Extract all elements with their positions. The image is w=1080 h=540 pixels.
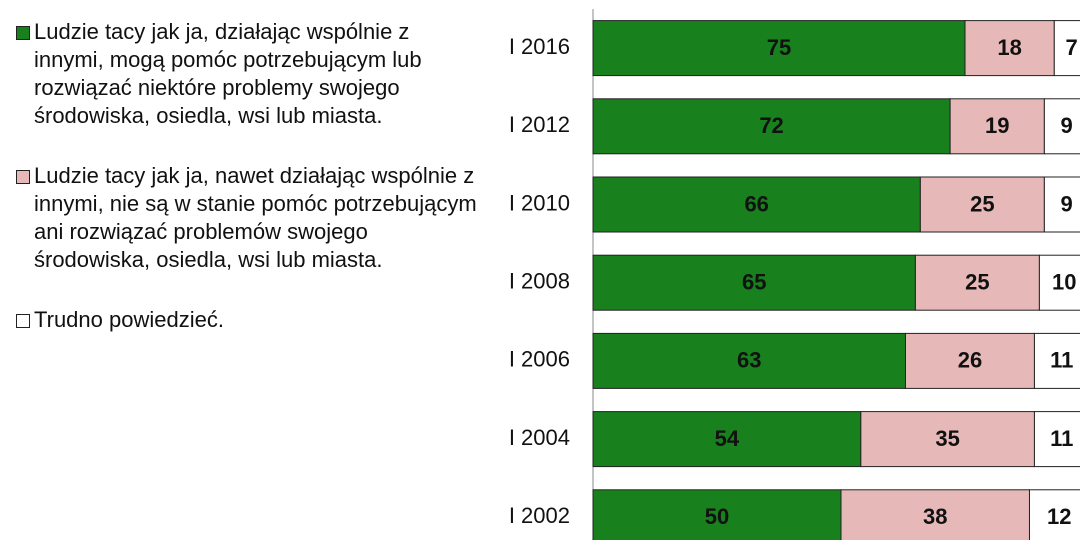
legend-swatch	[16, 26, 30, 40]
value-label: 50	[705, 504, 729, 529]
bar-segment	[592, 176, 921, 233]
bar-segment	[592, 411, 862, 468]
value-label: 12	[1047, 504, 1071, 529]
value-label: 11	[1050, 348, 1073, 373]
legend: Ludzie tacy jak ja, działając wspólnie z…	[12, 18, 482, 366]
value-label: 18	[997, 35, 1021, 60]
value-label: 65	[742, 270, 766, 295]
y-tick-label: I 2004	[509, 425, 570, 450]
value-label: 9	[1061, 113, 1073, 138]
y-tick-label: I 2008	[509, 269, 570, 294]
bar-segment	[860, 411, 1035, 468]
legend-item: Ludzie tacy jak ja, nawet działając wspó…	[12, 162, 482, 274]
legend-swatch	[16, 314, 30, 328]
legend-label: Trudno powiedzieć.	[34, 307, 224, 332]
value-label: 19	[985, 113, 1009, 138]
y-tick-label: I 2002	[509, 503, 570, 528]
legend-item: Ludzie tacy jak ja, działając wspólnie z…	[12, 18, 482, 130]
value-label: 25	[970, 191, 994, 216]
bar-segment	[1043, 176, 1080, 233]
legend-label: Ludzie tacy jak ja, nawet działając wspó…	[34, 163, 477, 272]
y-tick-label: I 2016	[509, 34, 570, 59]
y-tick-label: I 2010	[509, 190, 570, 215]
bar-segment	[1038, 254, 1080, 311]
bar-segment	[914, 254, 1040, 311]
bar-segment	[949, 98, 1045, 155]
value-label: 54	[715, 426, 740, 451]
bar-segment	[592, 254, 916, 311]
bar-segment	[1028, 489, 1080, 540]
bar-segment	[1053, 20, 1080, 77]
y-tick-label: I 2006	[509, 347, 570, 372]
value-label: 63	[737, 348, 761, 373]
value-label: 72	[759, 113, 783, 138]
value-label: 26	[958, 348, 982, 373]
value-label: 10	[1052, 270, 1076, 295]
legend-swatch	[16, 170, 30, 184]
value-label: 75	[767, 35, 791, 60]
bar-segment	[592, 20, 966, 77]
value-label: 66	[744, 191, 768, 216]
y-tick-label: I 2012	[509, 112, 570, 137]
value-label: 25	[965, 270, 989, 295]
value-label: 38	[923, 504, 947, 529]
bar-segment	[840, 489, 1030, 540]
legend-item: Trudno powiedzieć.	[12, 306, 482, 334]
value-label: 9	[1061, 191, 1073, 216]
bar-segment	[1043, 98, 1080, 155]
bar-segment	[592, 98, 951, 155]
bar-segment	[592, 332, 906, 389]
bar-segment	[1033, 332, 1080, 389]
value-label: 7	[1066, 35, 1078, 60]
legend-label: Ludzie tacy jak ja, działając wspólnie z…	[34, 19, 422, 128]
value-label: 11	[1050, 426, 1073, 451]
value-label: 35	[935, 426, 959, 451]
bar-segment	[592, 489, 842, 540]
bar-segment	[904, 332, 1035, 389]
bar-segment	[1033, 411, 1080, 468]
